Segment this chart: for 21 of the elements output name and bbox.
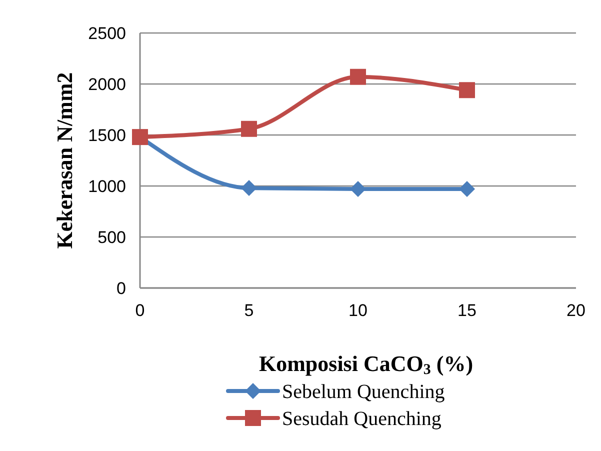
y-tick-label: 2000 bbox=[88, 74, 126, 94]
x-tick-label: 10 bbox=[348, 301, 368, 320]
x-tick-label: 0 bbox=[135, 301, 145, 320]
y-tick-label: 1500 bbox=[88, 126, 126, 145]
y-tick-label: 1000 bbox=[88, 176, 126, 196]
x-tick-label: 20 bbox=[566, 301, 586, 320]
legend-label: Sesudah Quenching bbox=[282, 408, 442, 430]
point bbox=[459, 82, 475, 98]
point bbox=[241, 120, 257, 137]
y-tick-label: 500 bbox=[98, 228, 126, 247]
point bbox=[459, 181, 475, 198]
y-axis-title: Kekerasan N/mm2 bbox=[52, 72, 77, 249]
point bbox=[241, 180, 257, 196]
legend-label: Sebelum Quenching bbox=[282, 381, 445, 403]
y-tick-label: 2500 bbox=[88, 24, 126, 43]
x-tick-label: 5 bbox=[244, 301, 254, 320]
y-tick-label: 0 bbox=[116, 278, 126, 298]
point bbox=[350, 181, 366, 198]
point bbox=[350, 68, 366, 85]
x-axis-title: Komposisi CaCO$_{3}$ (%) bbox=[258, 351, 474, 378]
x-tick-label: 15 bbox=[458, 301, 476, 320]
